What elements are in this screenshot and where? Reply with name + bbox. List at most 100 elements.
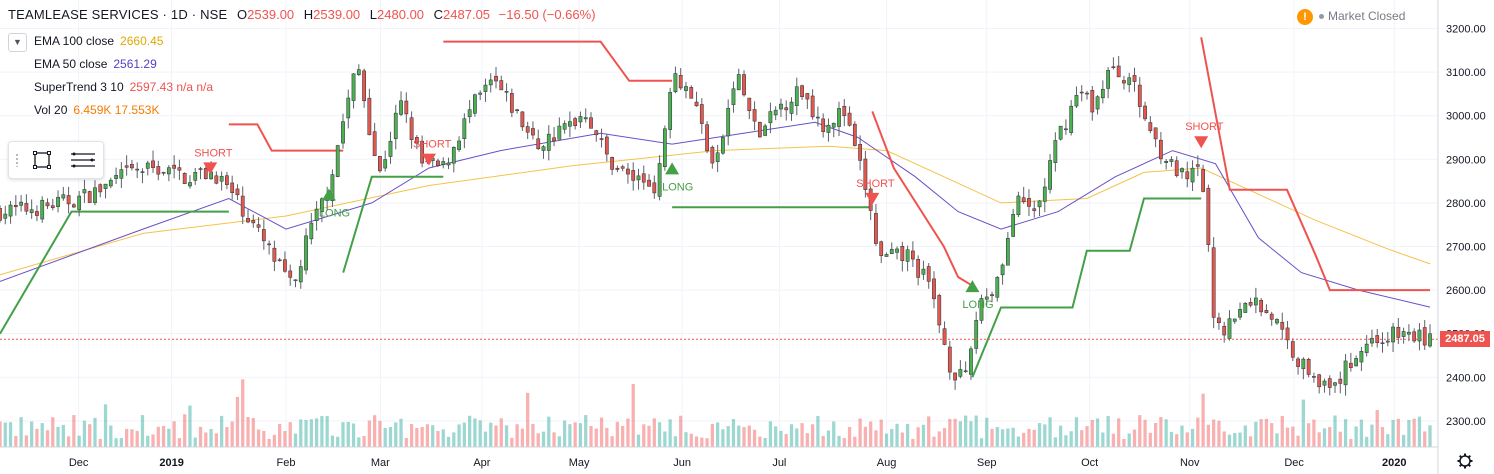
candle-body (536, 138, 541, 149)
candle-body (879, 241, 884, 257)
volume-bar (330, 435, 335, 447)
volume-bar (304, 419, 308, 447)
candle-body (889, 248, 894, 254)
volume-bar (262, 430, 266, 447)
volume-bar (578, 423, 583, 447)
volume-bar (1058, 425, 1063, 447)
candle-body (40, 199, 45, 220)
volume-bar (473, 418, 477, 447)
candle-body (863, 158, 868, 190)
volume-bar (747, 425, 751, 447)
candle-body (1185, 171, 1190, 180)
volume-bar (8, 422, 13, 447)
candle-body (261, 229, 266, 242)
candle-body (356, 69, 361, 75)
volume-bar (557, 436, 561, 447)
candle-body (177, 167, 182, 171)
candle-body (515, 109, 520, 111)
candle-body (552, 137, 556, 142)
legend-supertrend[interactable]: SuperTrend 3 10 2597.43 n/a n/a (34, 80, 213, 94)
volume-bar (66, 436, 71, 447)
candle-body (1122, 80, 1126, 84)
candle-body (446, 162, 451, 166)
legend-ema-50[interactable]: EMA 50 close 2561.29 (34, 57, 157, 71)
time-tick-label: Oct (1081, 457, 1098, 469)
candle-body (531, 128, 535, 136)
volume-bar (388, 427, 393, 447)
gear-tooth (1467, 454, 1472, 459)
candle-body (267, 243, 271, 246)
volume-bar (103, 404, 108, 447)
candle-body (1317, 374, 1322, 388)
candle-body (583, 117, 588, 120)
volume-bar (1227, 434, 1232, 447)
volume-bar (1407, 419, 1411, 447)
volume-bar (1217, 420, 1221, 447)
candle-body (636, 175, 641, 181)
candle-body (188, 182, 192, 187)
volume-bar (172, 421, 176, 447)
volume-bar (758, 436, 762, 447)
candle-body (362, 70, 366, 102)
volume-bar (457, 424, 461, 447)
indicator-line (871, 111, 973, 287)
candle-body (235, 188, 240, 196)
volume-bar (900, 432, 904, 447)
legend-ema-100[interactable]: EMA 100 close 2660.45 (34, 34, 163, 48)
volume-bar (399, 418, 403, 447)
candle-body (573, 118, 578, 127)
candle-body (874, 213, 878, 244)
market-status[interactable]: ! Market Closed (1297, 9, 1405, 25)
price-tick-label: 2300.00 (1446, 416, 1486, 428)
candle-body (256, 224, 261, 228)
horizontal-lines-icon[interactable] (70, 151, 96, 169)
volume-bar (267, 438, 271, 447)
candle-body (1327, 378, 1332, 388)
candle-body (647, 179, 651, 187)
candle-body (19, 201, 23, 206)
candle-body (1000, 264, 1005, 276)
candle-body (1079, 91, 1084, 94)
volume-bar (1380, 427, 1385, 447)
volume-bar (990, 428, 994, 447)
candle-body (82, 189, 87, 194)
volume-bar (890, 428, 894, 447)
time-tick-label: Dec (69, 457, 89, 469)
indicator-line (0, 145, 1431, 276)
chevron-down-icon: ▼ (13, 37, 22, 47)
candle-body (1322, 380, 1327, 386)
candle-body (852, 123, 857, 146)
candle-body (1338, 378, 1343, 384)
change-value: −16.50 (−0.66%) (498, 7, 596, 22)
candle-body (314, 208, 319, 221)
candle-body (214, 175, 219, 184)
volume-bar (1064, 435, 1068, 447)
status-dot-icon (1319, 14, 1324, 20)
candle-body (1174, 160, 1179, 176)
volume-bar (1412, 418, 1416, 447)
candle-body (631, 170, 636, 181)
volume-bar (847, 426, 852, 447)
volume-bar (1222, 431, 1226, 447)
volume-bar (1185, 432, 1189, 447)
candle-body (953, 372, 957, 381)
rectangle-select-icon[interactable] (33, 151, 51, 169)
volume-bar (35, 428, 39, 447)
candle-body (494, 75, 498, 82)
volume-bar (383, 427, 387, 447)
candle-body (13, 205, 18, 208)
volume-bar (1417, 416, 1422, 447)
candle-body (847, 112, 852, 126)
drag-handle-icon[interactable] (15, 153, 19, 167)
collapse-legend-button[interactable]: ▼ (8, 33, 27, 52)
legend-volume[interactable]: Vol 20 6.459K 17.553K (34, 103, 159, 117)
candle-body (509, 93, 514, 113)
volume-bar (832, 421, 836, 447)
candle-body (1264, 310, 1269, 313)
high-label: H (303, 7, 314, 22)
symbol-title[interactable]: TEAMLEASE SERVICES · 1D · NSE (8, 7, 228, 22)
price-tick-label: 2900.00 (1446, 154, 1486, 166)
candle-body (145, 162, 150, 169)
